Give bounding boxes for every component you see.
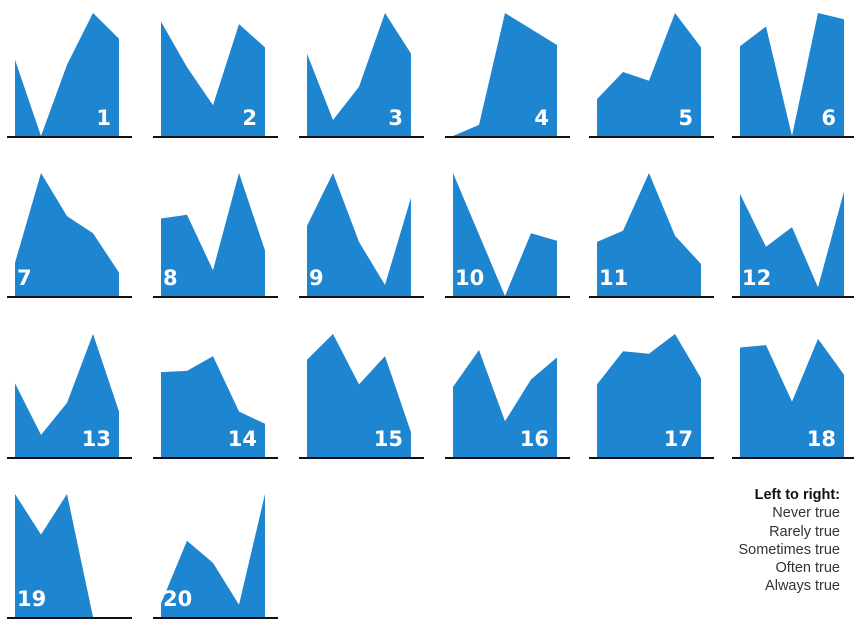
area-1 bbox=[15, 13, 119, 136]
chart-label-10: 10 bbox=[455, 266, 484, 290]
chart-12: 12 bbox=[732, 191, 854, 298]
chart-10: 10 bbox=[445, 173, 570, 298]
area-16 bbox=[453, 350, 557, 457]
area-11 bbox=[597, 173, 701, 296]
area-13 bbox=[15, 334, 119, 457]
chart-11: 11 bbox=[589, 173, 714, 298]
chart-16: 16 bbox=[445, 350, 570, 459]
area-6 bbox=[740, 13, 844, 136]
area-8 bbox=[161, 173, 265, 296]
chart-label-1: 1 bbox=[96, 106, 111, 130]
chart-8: 8 bbox=[153, 173, 278, 298]
chart-label-14: 14 bbox=[228, 427, 257, 451]
chart-5: 5 bbox=[589, 13, 714, 138]
chart-label-4: 4 bbox=[534, 106, 549, 130]
chart-19: 19 bbox=[7, 494, 132, 619]
chart-label-16: 16 bbox=[520, 427, 549, 451]
chart-3: 3 bbox=[299, 13, 424, 138]
area-7 bbox=[15, 173, 119, 296]
area-10 bbox=[453, 173, 557, 296]
legend-item-sometimes: Sometimes true bbox=[738, 541, 840, 558]
area-5 bbox=[597, 13, 701, 136]
area-3 bbox=[307, 13, 411, 136]
legend: Left to right: Never true Rarely true So… bbox=[738, 486, 840, 596]
chart-label-9: 9 bbox=[309, 266, 324, 290]
area-19 bbox=[15, 494, 119, 617]
chart-label-6: 6 bbox=[821, 106, 836, 130]
area-9 bbox=[307, 173, 411, 296]
chart-7: 7 bbox=[7, 173, 132, 298]
chart-label-2: 2 bbox=[242, 106, 257, 130]
area-14 bbox=[161, 356, 265, 457]
chart-label-8: 8 bbox=[163, 266, 178, 290]
legend-item-often: Often true bbox=[775, 560, 840, 577]
chart-9: 9 bbox=[299, 173, 424, 298]
area-18 bbox=[740, 338, 844, 457]
chart-label-17: 17 bbox=[664, 427, 693, 451]
chart-label-19: 19 bbox=[17, 587, 46, 611]
chart-20: 20 bbox=[153, 494, 278, 619]
area-15 bbox=[307, 334, 411, 457]
legend-item-never: Never true bbox=[772, 505, 840, 522]
chart-label-7: 7 bbox=[17, 266, 32, 290]
chart-label-15: 15 bbox=[374, 427, 403, 451]
area-4 bbox=[453, 13, 557, 136]
area-20 bbox=[161, 494, 265, 617]
chart-4: 4 bbox=[445, 13, 570, 138]
chart-label-12: 12 bbox=[742, 266, 771, 290]
legend-item-rarely: Rarely true bbox=[769, 523, 840, 540]
chart-15: 15 bbox=[299, 334, 424, 459]
area-17 bbox=[597, 334, 701, 457]
legend-item-always: Always true bbox=[765, 578, 840, 595]
chart-17: 17 bbox=[589, 334, 714, 459]
chart-18: 18 bbox=[732, 338, 854, 459]
chart-6: 6 bbox=[732, 13, 854, 138]
chart-2: 2 bbox=[153, 21, 278, 138]
chart-13: 13 bbox=[7, 334, 132, 459]
chart-label-13: 13 bbox=[82, 427, 111, 451]
chart-label-18: 18 bbox=[807, 427, 836, 451]
area-2 bbox=[161, 21, 265, 137]
chart-14: 14 bbox=[153, 356, 278, 459]
chart-label-3: 3 bbox=[388, 106, 403, 130]
chart-label-5: 5 bbox=[678, 106, 693, 130]
area-12 bbox=[740, 191, 844, 296]
chart-label-11: 11 bbox=[599, 266, 628, 290]
legend-title: Left to right: bbox=[754, 487, 840, 503]
chart-label-20: 20 bbox=[163, 587, 192, 611]
chart-1: 1 bbox=[7, 13, 132, 138]
